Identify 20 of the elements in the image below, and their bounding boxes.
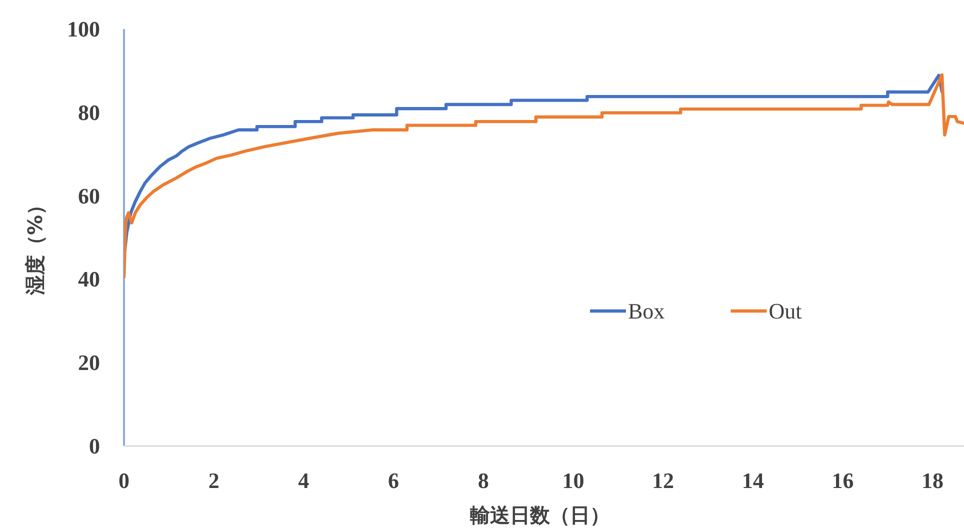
x-tick-label: 14: [742, 468, 764, 493]
x-tick-label: 8: [478, 468, 489, 493]
x-tick-label: 2: [208, 468, 220, 493]
y-tick-label: 100: [67, 16, 100, 42]
x-tick-label: 16: [832, 468, 854, 493]
y-tick-label: 40: [78, 266, 100, 292]
x-axis-title: 輸送日数（日）: [469, 503, 610, 527]
y-tick-label: 80: [78, 100, 100, 125]
legend-label: Box: [628, 298, 665, 324]
y-tick-label: 20: [78, 350, 100, 376]
x-tick-label: 6: [388, 468, 400, 493]
x-tick-label: 12: [652, 468, 674, 493]
x-tick-label: 0: [118, 468, 130, 493]
x-tick-label: 4: [298, 468, 310, 493]
x-tick-label: 10: [562, 468, 584, 493]
legend-label: Out: [768, 298, 802, 324]
y-tick-label: 60: [78, 183, 100, 208]
y-axis-title: 湿度（%）: [23, 194, 47, 296]
y-tick-label: 0: [89, 434, 100, 458]
x-tick-label: 18: [922, 468, 944, 493]
